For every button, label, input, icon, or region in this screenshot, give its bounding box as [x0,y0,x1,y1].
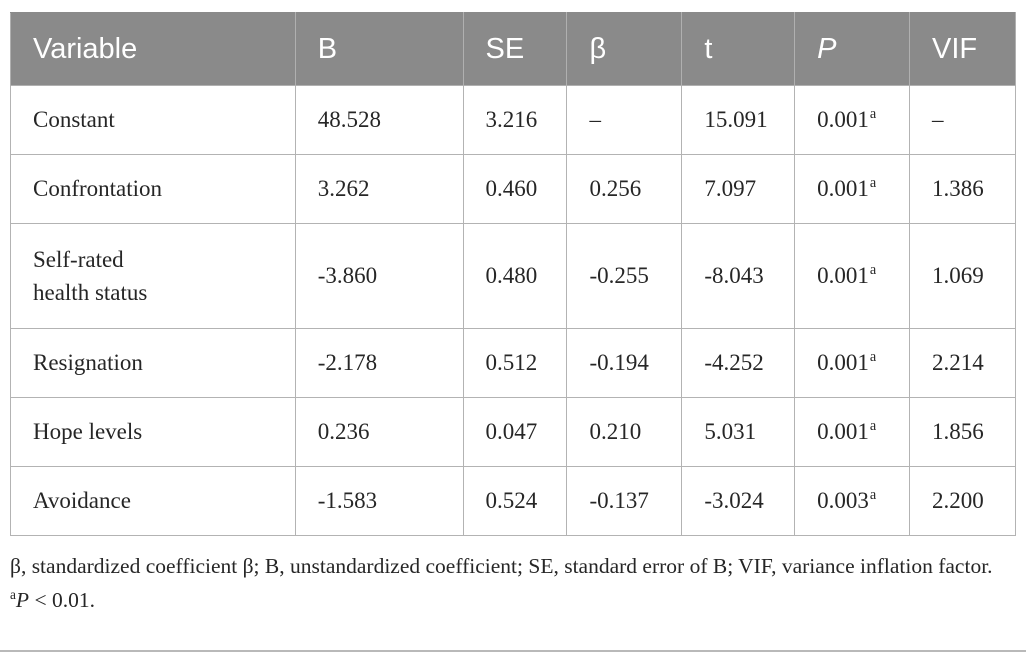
cell-p: 0.001a [794,154,911,224]
table-body: Constant 48.528 3.216 – 15.091 0.001a – … [10,85,1016,536]
cell-t: 5.031 [681,397,796,467]
col-header-b: B [294,12,464,86]
col-header-t: t [681,12,796,86]
col-header-se: SE [462,12,568,86]
p-value: 0.001 [817,176,869,201]
cell-t: 7.097 [681,154,796,224]
cell-p: 0.001a [794,397,911,467]
significance-superscript: a [869,418,877,435]
cell-vif: – [909,85,1016,155]
col-header-p: P [794,12,911,86]
cell-variable: Hope levels [10,397,296,467]
cell-beta: -0.137 [566,466,683,536]
significance-note-stat: P [15,588,30,613]
significance-superscript: a [869,106,877,123]
col-header-variable: Variable [10,12,296,86]
cell-variable: Resignation [10,328,296,398]
table-row: Constant 48.528 3.216 – 15.091 0.001a – [10,85,1016,155]
cell-variable: Confrontation [10,154,296,224]
cell-vif: 1.386 [909,154,1016,224]
cell-vif: 1.856 [909,397,1016,467]
significance-superscript: a [869,487,877,504]
p-value: 0.001 [817,107,869,132]
significance-note: aP < 0.01. [10,584,1016,616]
p-value: 0.003 [817,488,869,513]
cell-vif: 2.200 [909,466,1016,536]
table-row: Avoidance -1.583 0.524 -0.137 -3.024 0.0… [10,466,1016,536]
cell-se: 0.047 [462,397,568,467]
cell-beta: -0.255 [566,223,683,329]
cell-t: -4.252 [681,328,796,398]
table-header: Variable B SE β t P VIF [10,12,1016,86]
cell-vif: 2.214 [909,328,1016,398]
cell-beta: 0.256 [566,154,683,224]
cell-se: 0.480 [462,223,568,329]
cell-beta: 0.210 [566,397,683,467]
cell-t: -8.043 [681,223,796,329]
figure-bottom-divider [0,650,1026,652]
cell-b: -2.178 [294,328,464,398]
cell-se: 0.512 [462,328,568,398]
p-value: 0.001 [817,350,869,375]
cell-beta: – [566,85,683,155]
significance-superscript: a [869,349,877,366]
cell-p: 0.001a [794,328,911,398]
significance-note-marker: a [10,587,16,603]
figure-container: Variable B SE β t P VIF Constant 48.528 … [10,12,1016,617]
table-footnote: β, standardized coefficient β; B, unstan… [10,550,1016,617]
cell-b: 3.262 [294,154,464,224]
significance-superscript: a [869,175,877,192]
table-row: Confrontation 3.262 0.460 0.256 7.097 0.… [10,154,1016,224]
cell-t: -3.024 [681,466,796,536]
cell-b: -3.860 [294,223,464,329]
significance-superscript: a [869,262,877,279]
table-row: Resignation -2.178 0.512 -0.194 -4.252 0… [10,328,1016,398]
col-header-beta: β [566,12,683,86]
cell-variable: Self-rated health status [10,223,296,329]
cell-se: 0.524 [462,466,568,536]
col-header-vif: VIF [909,12,1016,86]
cell-p: 0.001a [794,85,911,155]
p-value: 0.001 [817,419,869,444]
cell-p: 0.001a [794,223,911,329]
cell-se: 0.460 [462,154,568,224]
header-row: Variable B SE β t P VIF [10,12,1016,86]
cell-t: 15.091 [681,85,796,155]
abbreviations-note: β, standardized coefficient β; B, unstan… [10,554,993,578]
cell-p: 0.003a [794,466,911,536]
cell-b: 48.528 [294,85,464,155]
cell-beta: -0.194 [566,328,683,398]
table-row: Self-rated health status -3.860 0.480 -0… [10,223,1016,329]
cell-b: -1.583 [294,466,464,536]
cell-se: 3.216 [462,85,568,155]
cell-vif: 1.069 [909,223,1016,329]
cell-b: 0.236 [294,397,464,467]
cell-variable: Constant [10,85,296,155]
p-value: 0.001 [817,263,869,288]
cell-variable: Avoidance [10,466,296,536]
significance-note-threshold: < 0.01. [29,588,95,613]
table-row: Hope levels 0.236 0.047 0.210 5.031 0.00… [10,397,1016,467]
regression-results-table: Variable B SE β t P VIF Constant 48.528 … [10,12,1016,536]
